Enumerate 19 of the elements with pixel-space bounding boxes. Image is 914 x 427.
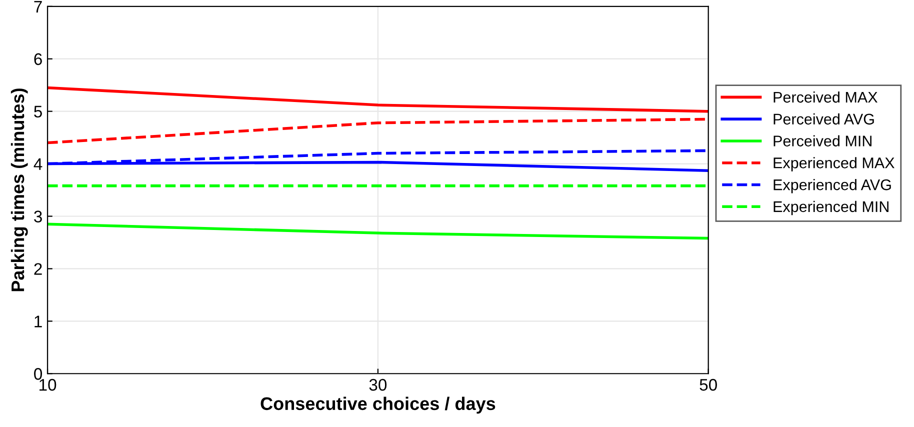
y-tick-label: 1	[34, 316, 42, 328]
y-axis-title: Parking times (minutes)	[10, 88, 28, 292]
x-tick-label: 50	[700, 378, 717, 391]
y-tick-label: 3	[34, 210, 42, 222]
y-tick-label: 4	[34, 158, 42, 170]
legend-label: Experienced MAX	[774, 157, 894, 172]
x-axis-title: Consecutive choices / days	[260, 396, 496, 414]
legend-label: Perceived AVG	[774, 113, 874, 125]
y-tick-label: 0	[34, 368, 42, 380]
legend-label: Perceived MAX	[774, 91, 878, 103]
y-tick-label: 6	[34, 53, 42, 66]
legend-label: Experienced AVG	[774, 178, 891, 194]
x-tick-label: 30	[369, 378, 387, 391]
y-tick-label: 7	[34, 0, 42, 12]
y-tick-label: 5	[34, 106, 42, 118]
y-tick-label: 2	[34, 263, 42, 275]
x-tick-label: 10	[40, 378, 56, 391]
legend-label: Perceived MIN	[774, 135, 872, 146]
legend-label: Experienced MIN	[774, 200, 888, 216]
